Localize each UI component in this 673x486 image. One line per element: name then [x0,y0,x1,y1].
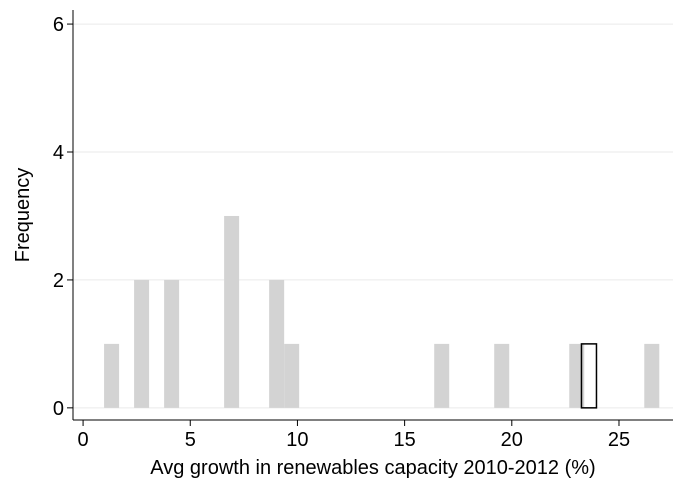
x-axis-label: Avg growth in renewables capacity 2010-2… [150,457,595,479]
bar [494,343,510,408]
bar [269,279,285,408]
x-tick-label: 15 [393,429,415,451]
x-tick-label: 0 [78,429,89,451]
bar [104,343,120,408]
y-tick-label: 2 [53,270,64,292]
bar [644,343,660,408]
bar [284,343,300,408]
x-tick-label: 20 [501,429,523,451]
x-tick-label: 5 [185,429,196,451]
bar [569,343,585,408]
bar [434,343,450,408]
bar [224,215,240,408]
y-axis-label: Frequency [12,168,34,263]
highlight-bar [580,343,598,409]
bar [134,279,150,408]
bar [164,279,180,408]
y-tick-label: 6 [53,14,64,36]
x-tick-label: 10 [286,429,308,451]
y-tick-label: 4 [53,142,64,164]
x-tick-label: 25 [608,429,630,451]
y-tick-label: 0 [53,398,64,420]
